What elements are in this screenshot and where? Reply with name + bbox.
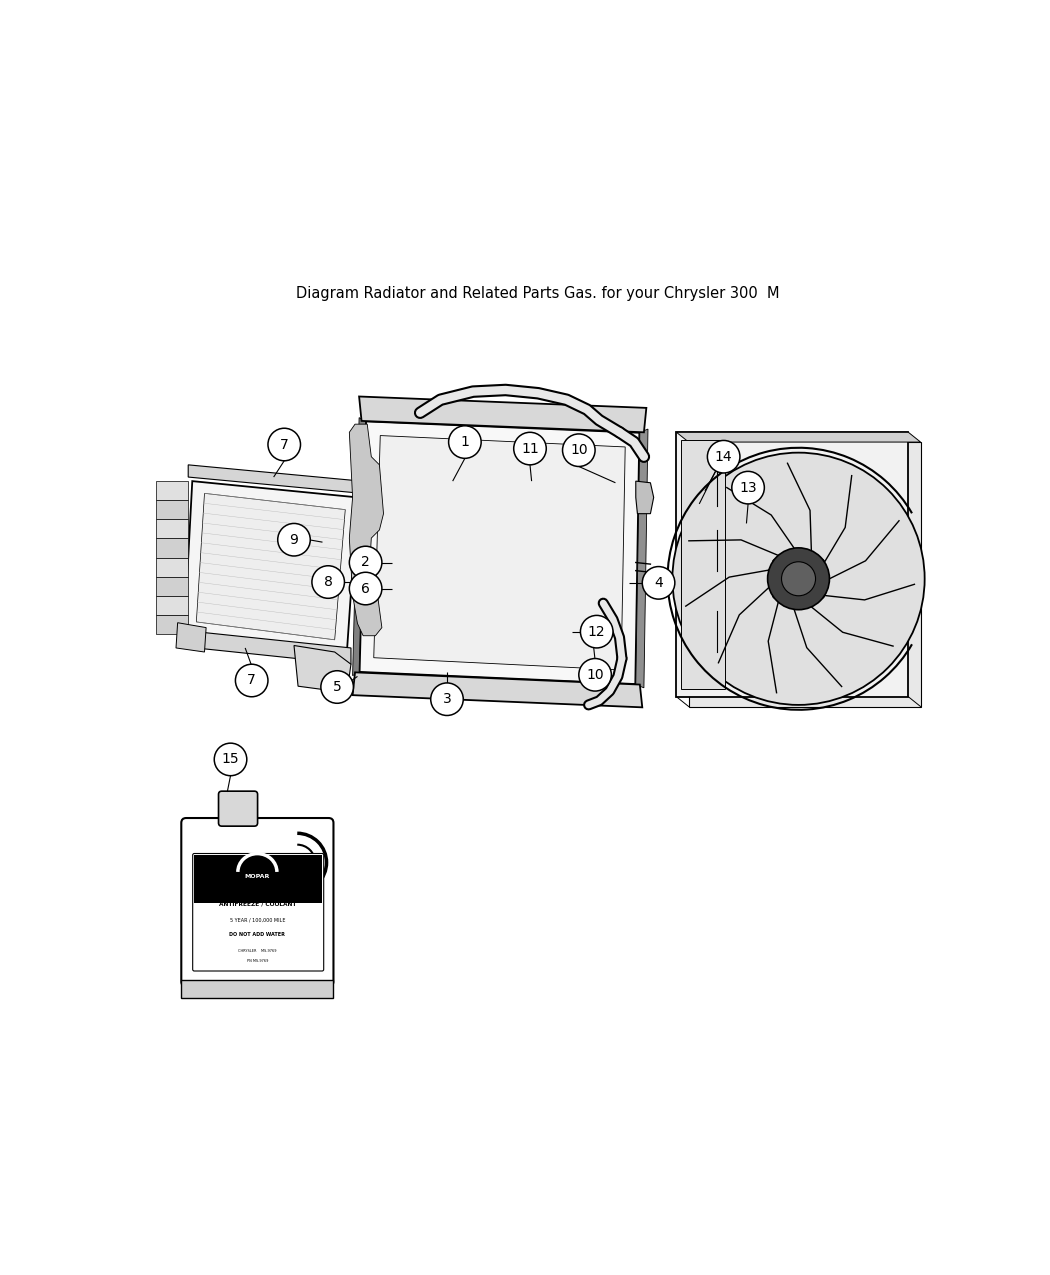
Polygon shape [635,481,654,514]
Circle shape [448,426,481,458]
Circle shape [781,562,816,595]
Polygon shape [359,421,639,685]
Text: PN MS-9769: PN MS-9769 [247,959,268,963]
Bar [155,538,188,557]
Text: 8: 8 [323,575,333,589]
Bar [155,595,188,615]
Bar [155,519,188,538]
Polygon shape [196,493,345,640]
Bar [155,576,188,595]
FancyBboxPatch shape [218,792,257,826]
Circle shape [312,566,344,598]
Circle shape [277,524,311,556]
Polygon shape [353,672,643,708]
Bar [155,481,188,500]
Circle shape [235,664,268,696]
Text: 15: 15 [222,752,239,766]
Polygon shape [680,440,726,688]
Text: 10: 10 [586,668,604,682]
Text: 5: 5 [333,680,341,694]
Polygon shape [184,481,357,652]
Polygon shape [359,397,647,432]
Polygon shape [676,432,908,696]
Text: 7: 7 [248,673,256,687]
FancyBboxPatch shape [773,560,824,598]
Polygon shape [635,430,648,687]
Circle shape [643,566,675,599]
Circle shape [768,548,830,609]
Text: 4: 4 [654,576,663,590]
Circle shape [350,572,382,604]
Polygon shape [350,425,383,636]
Circle shape [268,428,300,460]
Polygon shape [181,630,351,664]
Circle shape [513,432,546,465]
Text: 50/50 PREDILUTED: 50/50 PREDILUTED [233,885,282,890]
Text: 3: 3 [443,692,452,706]
Polygon shape [294,645,351,692]
Bar [194,856,322,903]
Text: 1: 1 [461,435,469,449]
Text: 2: 2 [361,556,370,570]
Text: 5 YEAR / 100,000 MILE: 5 YEAR / 100,000 MILE [230,918,286,923]
Bar [155,557,188,576]
Bar [155,500,188,519]
FancyBboxPatch shape [193,853,323,972]
Text: 12: 12 [588,625,606,639]
Circle shape [321,671,354,704]
Text: Diagram Radiator and Related Parts Gas. for your Chrysler 300  M: Diagram Radiator and Related Parts Gas. … [296,287,780,301]
Text: ANTIFREEZE / COOLANT: ANTIFREEZE / COOLANT [218,901,296,907]
Text: 10: 10 [570,444,588,458]
Text: 11: 11 [521,441,539,455]
Text: CHRYSLER    MS-9769: CHRYSLER MS-9769 [238,950,276,954]
Text: 13: 13 [739,481,757,495]
Polygon shape [374,436,625,669]
Circle shape [563,434,595,467]
Text: 9: 9 [290,533,298,547]
Circle shape [579,658,611,691]
Polygon shape [676,432,921,442]
Text: 6: 6 [361,581,370,595]
Text: DO NOT ADD WATER: DO NOT ADD WATER [230,932,286,937]
Circle shape [430,683,463,715]
Polygon shape [353,418,365,676]
Bar [182,980,334,998]
Polygon shape [188,465,361,493]
Circle shape [672,453,925,705]
Circle shape [581,616,613,648]
Polygon shape [176,622,206,652]
Text: 14: 14 [715,450,733,464]
Circle shape [708,440,740,473]
Circle shape [732,472,764,504]
Circle shape [214,743,247,775]
Text: MOPAR: MOPAR [245,875,270,880]
Polygon shape [689,442,921,706]
FancyBboxPatch shape [182,819,334,987]
Text: 7: 7 [280,437,289,451]
Bar [155,615,188,634]
Circle shape [350,546,382,579]
